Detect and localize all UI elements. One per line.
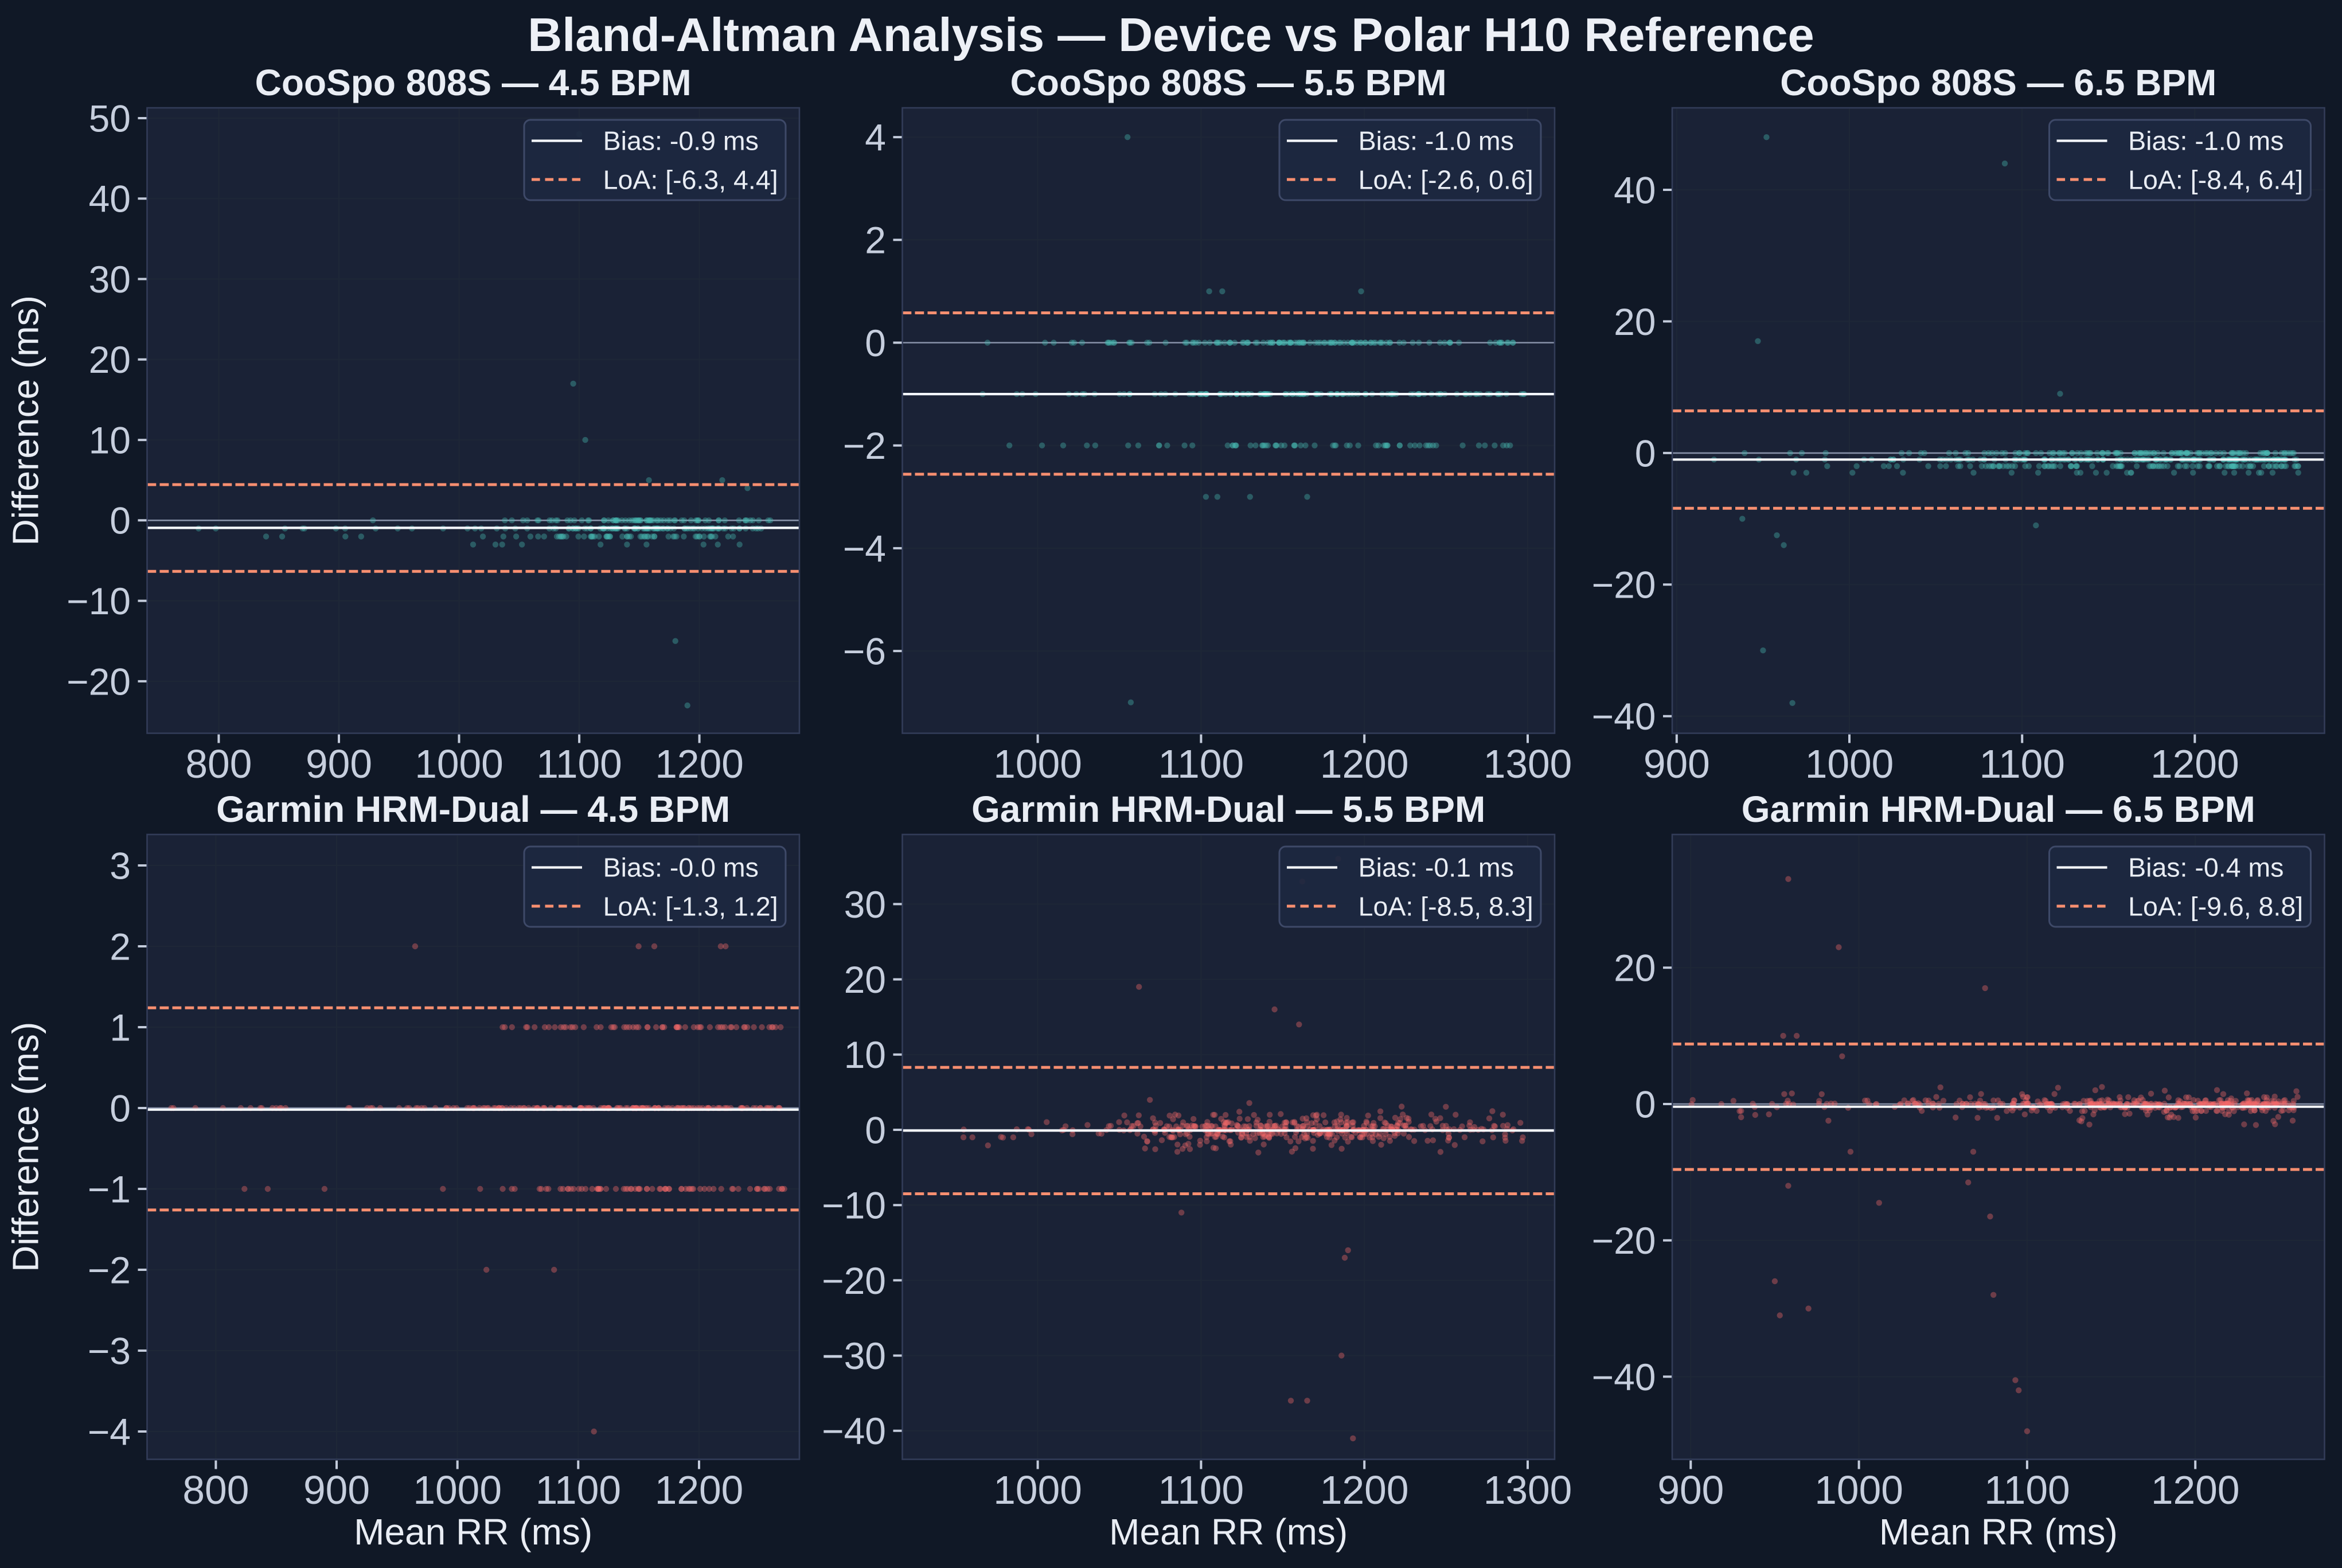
svg-text:1: 1: [110, 1006, 131, 1048]
svg-text:LoA: [-8.5, 8.3]: LoA: [-8.5, 8.3]: [1359, 892, 1533, 922]
svg-text:30: 30: [89, 258, 131, 301]
svg-text:1200: 1200: [655, 1468, 744, 1512]
svg-text:900: 900: [306, 742, 372, 786]
svg-text:1200: 1200: [2150, 742, 2239, 786]
svg-text:−20: −20: [67, 660, 131, 703]
svg-text:1000: 1000: [993, 742, 1082, 786]
svg-text:0: 0: [865, 1109, 886, 1151]
svg-text:50: 50: [89, 97, 131, 139]
svg-text:−40: −40: [1592, 695, 1656, 738]
svg-text:Bias: -0.1 ms: Bias: -0.1 ms: [1359, 853, 1514, 883]
svg-text:Bias: -1.0 ms: Bias: -1.0 ms: [2128, 126, 2284, 156]
svg-text:0: 0: [865, 322, 886, 364]
svg-text:Bias: -1.0 ms: Bias: -1.0 ms: [1359, 126, 1514, 156]
svg-text:1100: 1100: [1979, 742, 2064, 786]
svg-text:1100: 1100: [1984, 1468, 2070, 1512]
svg-text:Mean RR (ms): Mean RR (ms): [1109, 1511, 1348, 1553]
svg-text:LoA: [-2.6, 0.6]: LoA: [-2.6, 0.6]: [1359, 165, 1533, 195]
svg-text:CooSpo 808S — 4.5 BPM: CooSpo 808S — 4.5 BPM: [255, 62, 692, 103]
svg-text:2: 2: [110, 925, 131, 968]
svg-text:1000: 1000: [1805, 742, 1894, 786]
svg-text:LoA: [-1.3, 1.2]: LoA: [-1.3, 1.2]: [603, 892, 778, 922]
svg-text:1100: 1100: [536, 1468, 621, 1512]
svg-text:1300: 1300: [1484, 1468, 1572, 1512]
svg-text:Bias: -0.4 ms: Bias: -0.4 ms: [2128, 853, 2284, 883]
svg-text:CooSpo 808S — 6.5 BPM: CooSpo 808S — 6.5 BPM: [1780, 62, 2216, 103]
svg-text:−10: −10: [822, 1184, 886, 1227]
svg-text:1200: 1200: [1320, 1468, 1409, 1512]
svg-text:800: 800: [182, 1468, 249, 1512]
svg-text:1100: 1100: [536, 742, 622, 786]
svg-text:−1: −1: [88, 1168, 131, 1210]
svg-text:1100: 1100: [1158, 1468, 1244, 1512]
svg-text:−4: −4: [843, 527, 886, 570]
svg-text:1000: 1000: [993, 1468, 1082, 1512]
svg-text:20: 20: [1614, 947, 1656, 989]
svg-text:−20: −20: [822, 1259, 886, 1302]
svg-text:Garmin HRM-Dual — 4.5 BPM: Garmin HRM-Dual — 4.5 BPM: [216, 789, 730, 830]
svg-text:−40: −40: [822, 1410, 886, 1452]
svg-text:−2: −2: [843, 424, 886, 467]
svg-text:30: 30: [844, 883, 886, 926]
svg-text:0: 0: [110, 500, 131, 542]
svg-text:800: 800: [185, 742, 252, 786]
svg-text:Mean RR (ms): Mean RR (ms): [354, 1511, 592, 1553]
svg-text:3: 3: [110, 844, 131, 887]
svg-text:−6: −6: [843, 630, 886, 673]
svg-text:4: 4: [865, 116, 886, 159]
svg-text:−40: −40: [1592, 1356, 1656, 1398]
svg-text:−30: −30: [822, 1335, 886, 1377]
svg-text:1200: 1200: [655, 742, 744, 786]
svg-text:−3: −3: [88, 1329, 131, 1372]
svg-text:Garmin HRM-Dual — 5.5 BPM: Garmin HRM-Dual — 5.5 BPM: [971, 789, 1485, 830]
svg-text:−20: −20: [1592, 1219, 1656, 1262]
svg-text:1200: 1200: [1320, 742, 1409, 786]
svg-text:Bias: -0.9 ms: Bias: -0.9 ms: [603, 126, 759, 156]
svg-text:1000: 1000: [415, 742, 503, 786]
svg-text:−20: −20: [1592, 564, 1656, 606]
svg-text:40: 40: [1614, 169, 1656, 211]
svg-text:0: 0: [1635, 432, 1656, 474]
svg-text:1300: 1300: [1484, 742, 1572, 786]
svg-text:900: 900: [1644, 742, 1710, 786]
svg-text:1100: 1100: [1158, 742, 1244, 786]
svg-text:LoA: [-9.6, 8.8]: LoA: [-9.6, 8.8]: [2128, 892, 2303, 922]
svg-text:LoA: [-8.4, 6.4]: LoA: [-8.4, 6.4]: [2128, 165, 2303, 195]
svg-text:CooSpo 808S — 5.5 BPM: CooSpo 808S — 5.5 BPM: [1010, 62, 1447, 103]
svg-text:900: 900: [1657, 1468, 1724, 1512]
svg-text:20: 20: [89, 338, 131, 381]
svg-text:Difference (ms): Difference (ms): [5, 1022, 46, 1272]
svg-text:Bias: -0.0 ms: Bias: -0.0 ms: [603, 853, 759, 883]
svg-text:0: 0: [110, 1087, 131, 1129]
svg-text:900: 900: [303, 1468, 370, 1512]
svg-text:−2: −2: [88, 1249, 131, 1291]
svg-text:0: 0: [1635, 1083, 1656, 1125]
svg-text:10: 10: [89, 419, 131, 462]
svg-text:1000: 1000: [413, 1468, 502, 1512]
svg-text:Difference (ms): Difference (ms): [5, 295, 46, 545]
svg-text:−4: −4: [88, 1410, 131, 1453]
svg-text:Garmin HRM-Dual — 6.5 BPM: Garmin HRM-Dual — 6.5 BPM: [1742, 789, 2255, 830]
svg-text:20: 20: [1614, 301, 1656, 343]
svg-text:20: 20: [844, 958, 886, 1001]
svg-text:Bland-Altman Analysis — Device: Bland-Altman Analysis — Device vs Polar …: [528, 8, 1814, 61]
svg-text:1200: 1200: [2151, 1468, 2240, 1512]
svg-text:LoA: [-6.3, 4.4]: LoA: [-6.3, 4.4]: [603, 165, 778, 195]
svg-text:1000: 1000: [1814, 1468, 1903, 1512]
svg-text:Mean RR (ms): Mean RR (ms): [1879, 1511, 2118, 1553]
svg-text:40: 40: [89, 178, 131, 220]
svg-text:10: 10: [844, 1033, 886, 1076]
svg-text:2: 2: [865, 219, 886, 262]
svg-text:−10: −10: [67, 580, 131, 622]
